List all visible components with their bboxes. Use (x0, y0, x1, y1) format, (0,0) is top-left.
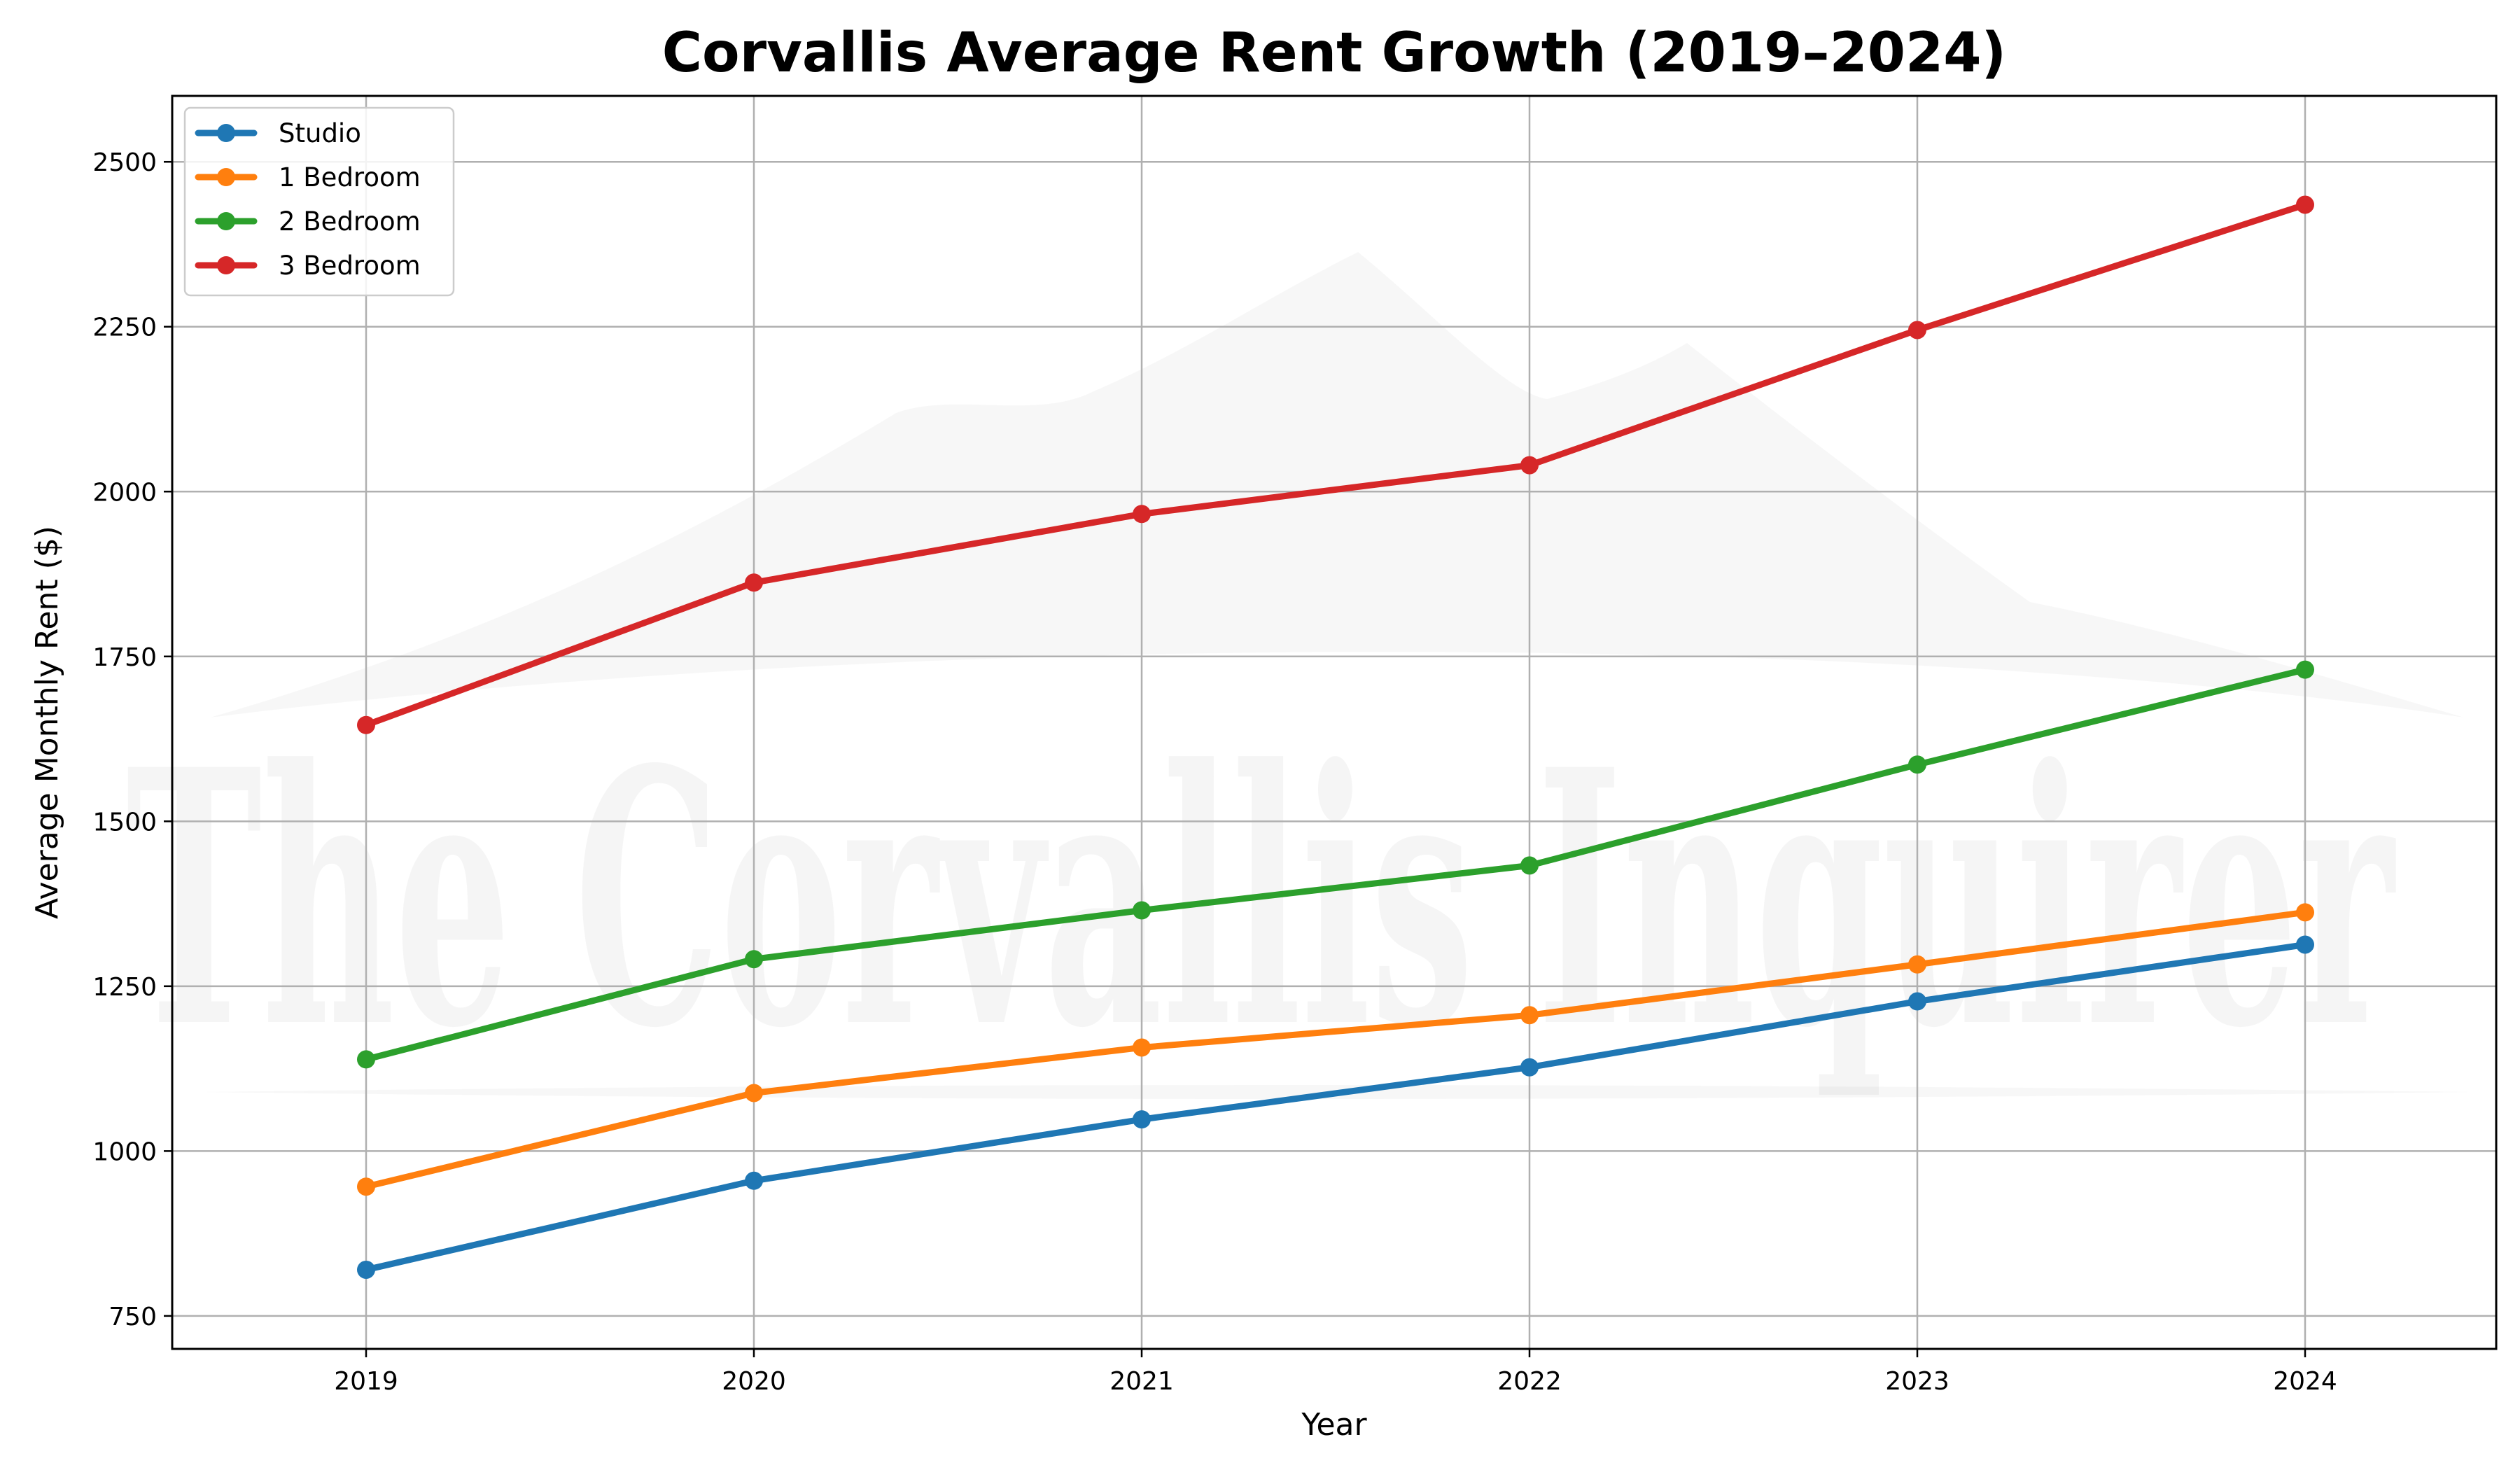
chart-title: Corvallis Average Rent Growth (2019–2024… (662, 22, 2006, 85)
series-line-studio (363, 941, 2309, 1273)
data-point-3-bedroom (2296, 195, 2314, 214)
data-point-1-bedroom (745, 1084, 763, 1102)
data-point-3-bedroom (745, 573, 763, 592)
data-point-1-bedroom (357, 1177, 375, 1196)
watermark: The Corvallis Inquirer (126, 252, 2471, 1105)
legend-marker-2-bedroom (217, 212, 235, 230)
data-point-studio (357, 1260, 375, 1279)
legend-marker-studio (217, 124, 235, 142)
data-point-3-bedroom (1520, 456, 1539, 475)
data-point-1-bedroom (1908, 955, 1926, 974)
legend-marker-1-bedroom (217, 168, 235, 186)
data-point-studio (1908, 992, 1926, 1011)
x-tick-label: 2021 (1110, 1367, 1174, 1396)
legend-label-studio: Studio (279, 118, 361, 148)
y-tick-label: 2250 (92, 314, 157, 342)
series-group (357, 195, 2314, 1279)
legend-label-3-bedroom: 3 Bedroom (279, 251, 421, 281)
data-point-1-bedroom (2296, 903, 2314, 922)
data-point-2-bedroom (1520, 856, 1539, 875)
x-tick-label: 2023 (1885, 1367, 1949, 1396)
y-tick-label: 1000 (92, 1138, 157, 1166)
data-point-3-bedroom (357, 715, 375, 734)
series-line-2-bedroom (363, 666, 2309, 1063)
legend: Studio 1 Bedroom 2 Bedroom 3 Bedroom (183, 106, 455, 297)
watermark-mountain (210, 252, 2464, 718)
y-tick-label: 1750 (92, 643, 157, 672)
data-point-3-bedroom (1908, 321, 1926, 340)
y-tick-label: 1250 (92, 973, 157, 1002)
y-tick-label: 750 (108, 1303, 157, 1331)
x-axis-label: Year (1301, 1407, 1367, 1443)
data-point-studio (1520, 1058, 1539, 1077)
data-point-2-bedroom (1908, 755, 1926, 774)
legend-box (183, 106, 455, 297)
plot-area-frame (171, 94, 2498, 1350)
data-point-2-bedroom (1133, 901, 1151, 920)
data-point-studio (2296, 935, 2314, 954)
legend-label-2-bedroom: 2 Bedroom (279, 206, 421, 237)
series-line-1-bedroom (363, 909, 2309, 1190)
axis-ticks: 750 1000 1250 1500 1750 2000 2250 2500 2019 2020 2… (92, 148, 2337, 1396)
data-point-3-bedroom (1133, 505, 1151, 524)
legend-label-1-bedroom: 1 Bedroom (279, 162, 421, 192)
x-tick-label: 2019 (334, 1367, 398, 1396)
data-point-2-bedroom (357, 1050, 375, 1069)
y-tick-label: 2000 (92, 478, 157, 507)
data-point-studio (745, 1171, 763, 1190)
data-point-studio (1133, 1110, 1151, 1129)
data-point-1-bedroom (1520, 1006, 1539, 1025)
series-line-3-bedroom (363, 201, 2309, 729)
y-axis-label: Average Monthly Rent ($) (29, 526, 65, 919)
legend-marker-3-bedroom (217, 256, 235, 274)
x-tick-label: 2020 (722, 1367, 786, 1396)
data-point-2-bedroom (2296, 660, 2314, 679)
x-tick-label: 2022 (1497, 1367, 1562, 1396)
data-point-2-bedroom (745, 950, 763, 969)
data-point-1-bedroom (1133, 1038, 1151, 1057)
y-tick-label: 1500 (92, 808, 157, 836)
y-tick-label: 2500 (92, 148, 157, 177)
x-tick-label: 2024 (2273, 1367, 2337, 1396)
